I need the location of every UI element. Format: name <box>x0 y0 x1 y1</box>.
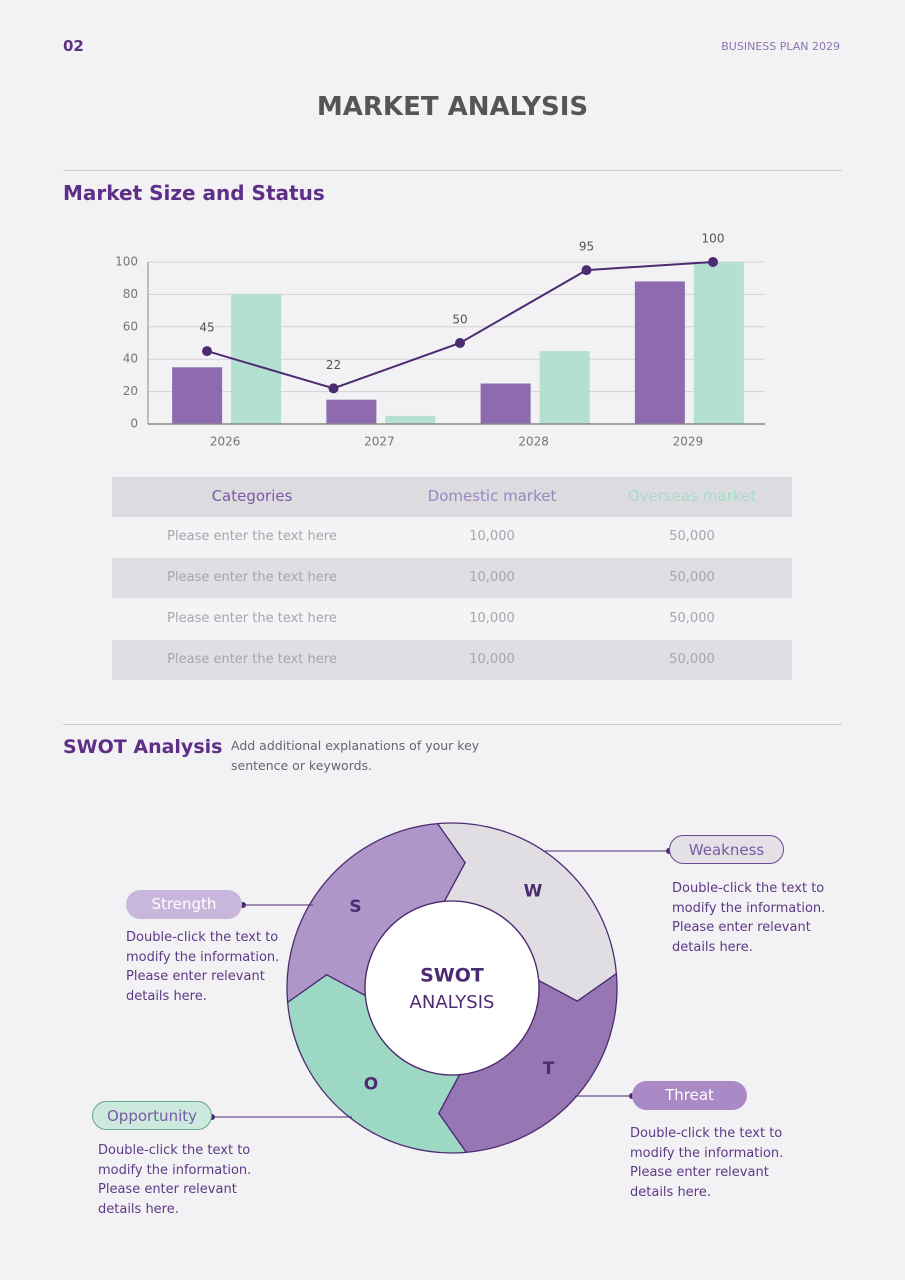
table-cell: 10,000 <box>469 611 515 626</box>
table-cell: Please enter the text here <box>167 652 337 667</box>
bar <box>326 399 377 424</box>
swot-center <box>364 900 540 1076</box>
x-tick-label: 2027 <box>364 435 395 449</box>
data-label: 45 <box>199 321 214 335</box>
section-title: SWOT Analysis <box>63 736 223 758</box>
bar <box>539 351 590 424</box>
y-tick-label: 0 <box>130 417 138 431</box>
table-cell: 50,000 <box>669 570 715 585</box>
table-row-bg <box>112 517 792 557</box>
table-cell: 10,000 <box>469 652 515 667</box>
bar <box>634 281 685 424</box>
document-title: BUSINESS PLAN 2029 <box>721 40 840 53</box>
table-row-bg <box>112 558 792 598</box>
bar <box>693 262 744 424</box>
swot-label: Threat <box>632 1081 747 1110</box>
line-point <box>708 257 718 267</box>
line-point <box>581 265 592 276</box>
divider <box>63 170 842 171</box>
table-cell: Please enter the text here <box>167 611 337 626</box>
x-tick-label: 2028 <box>518 435 549 449</box>
section-description: Add additional explanations of your key … <box>231 738 480 773</box>
table-cell: Please enter the text here <box>167 570 337 585</box>
bar <box>480 383 531 424</box>
page-title: MARKET ANALYSIS <box>316 92 589 122</box>
data-label: 95 <box>579 240 594 254</box>
y-tick-label: 60 <box>123 319 138 333</box>
table-row-bg <box>112 640 792 680</box>
section-title: Market Size and Status <box>63 181 325 205</box>
table-header-cell: Overseas market <box>627 487 757 505</box>
table-row-bg <box>112 599 792 639</box>
line-point <box>455 338 465 348</box>
swot-label: Weakness <box>669 835 784 864</box>
table-header-cell: Domestic market <box>427 487 557 505</box>
bar <box>231 294 282 424</box>
divider <box>63 724 842 725</box>
table-cell: Please enter the text here <box>167 529 337 544</box>
swot-description: Double-click the text to modify the info… <box>630 1126 784 1200</box>
y-tick-label: 40 <box>123 352 138 366</box>
swot-letter: T <box>543 1059 555 1079</box>
bar <box>385 415 436 424</box>
y-tick-label: 80 <box>123 287 138 301</box>
swot-letter: S <box>349 897 361 917</box>
x-tick-label: 2029 <box>673 435 704 449</box>
table-cell: 10,000 <box>469 570 515 585</box>
swot-description: Double-click the text to modify the info… <box>672 881 826 955</box>
line-point <box>328 383 339 394</box>
swot-center-title: SWOT <box>420 965 484 987</box>
swot-description: Double-click the text to modify the info… <box>126 930 280 1004</box>
x-tick-label: 2026 <box>210 435 241 449</box>
data-label: 100 <box>702 232 725 246</box>
table-header-cell: Categories <box>211 487 293 505</box>
swot-letter: O <box>364 1075 378 1095</box>
swot-label: Opportunity <box>92 1101 212 1130</box>
table-cell: 50,000 <box>669 529 715 544</box>
y-tick-label: 20 <box>123 384 138 398</box>
page-number: 02 <box>63 37 84 55</box>
data-label: 50 <box>452 313 467 327</box>
swot-description: Double-click the text to modify the info… <box>98 1143 252 1217</box>
swot-label: Strength <box>126 890 242 919</box>
data-label: 22 <box>326 358 341 372</box>
bar <box>172 367 223 424</box>
swot-letter: W <box>524 881 543 901</box>
swot-center-subtitle: ANALYSIS <box>410 992 495 1013</box>
line-point <box>202 346 212 357</box>
table-cell: 10,000 <box>469 529 515 544</box>
table-cell: 50,000 <box>669 611 715 626</box>
table-header-bg <box>112 477 792 517</box>
y-tick-label: 100 <box>115 255 138 269</box>
table-cell: 50,000 <box>669 652 715 667</box>
